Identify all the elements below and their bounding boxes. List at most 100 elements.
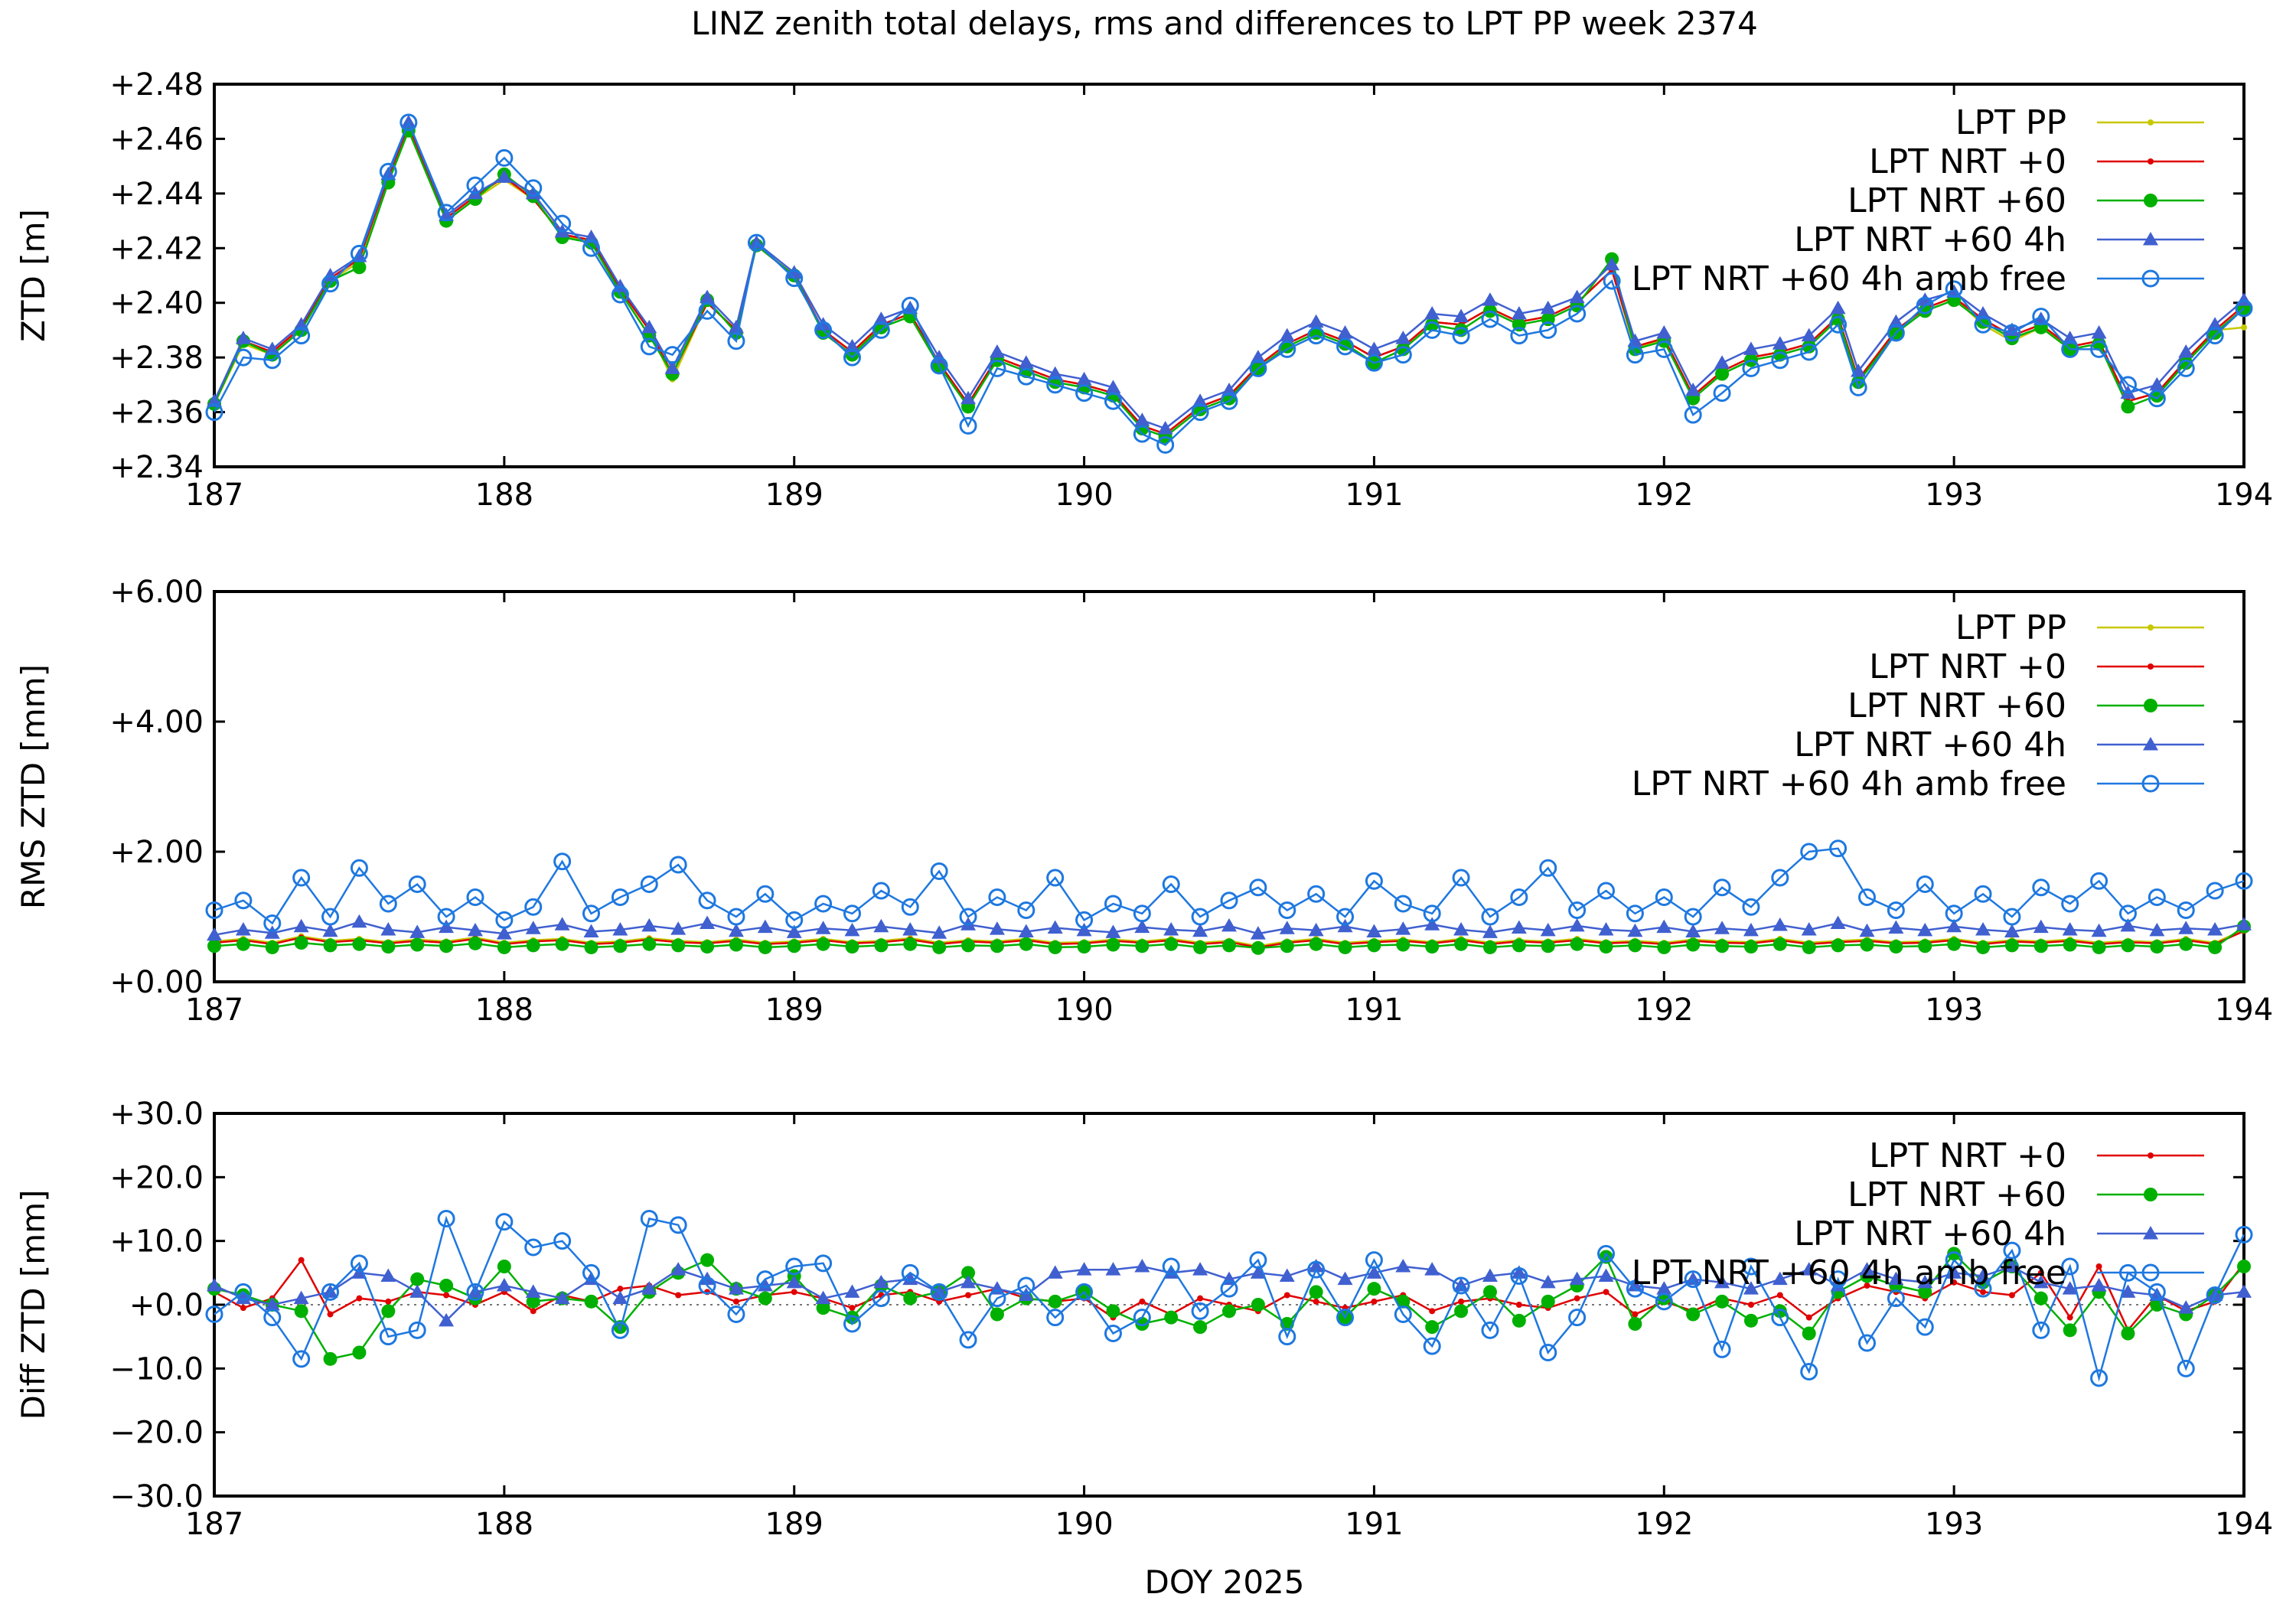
data-point [872, 882, 890, 900]
data-point [1685, 383, 1701, 396]
data-point [1849, 378, 1867, 396]
data-point [1308, 314, 1324, 328]
data-point [1338, 940, 1352, 954]
data-point [1220, 392, 1238, 410]
data-point [1772, 336, 1788, 350]
data-point [669, 1216, 687, 1234]
data-point [437, 204, 455, 222]
data-point [611, 285, 629, 304]
data-point [1337, 1271, 1353, 1286]
data-point [1713, 1340, 1731, 1358]
data-point [1308, 1259, 1324, 1273]
data-point [1481, 310, 1499, 328]
data-point [439, 939, 454, 953]
data-point [1974, 1279, 1992, 1298]
x-tick-label: 191 [1345, 478, 1403, 513]
data-point [1135, 939, 1150, 953]
data-point [2091, 325, 2107, 339]
data-point [1452, 327, 1470, 345]
data-point [1743, 922, 1759, 937]
data-point [553, 214, 572, 233]
data-point [1251, 1298, 1265, 1312]
legend-marker [2141, 774, 2160, 793]
legend-label: LPT NRT +60 [1848, 181, 2066, 220]
legend-label: LPT NRT +60 [1848, 686, 2066, 725]
data-point [1454, 1304, 1469, 1319]
data-point [2237, 1260, 2251, 1273]
data-point [844, 338, 860, 353]
y-tick-label: +0.00 [109, 965, 204, 1000]
data-point [1077, 940, 1091, 954]
data-point [2120, 1284, 2136, 1298]
data-point [901, 898, 919, 916]
data-point [466, 888, 484, 906]
data-point [640, 337, 658, 356]
data-point [2090, 340, 2108, 358]
data-point [785, 911, 804, 929]
data-point [1337, 325, 1353, 339]
data-point [1656, 919, 1672, 934]
data-point [2148, 888, 2166, 906]
data-point [1163, 1265, 1179, 1279]
data-point [265, 940, 279, 954]
data-point [525, 1284, 541, 1298]
data-point [408, 875, 426, 893]
data-point [583, 924, 599, 938]
data-point [1598, 922, 1614, 936]
data-point [2149, 376, 2165, 391]
data-point [728, 1281, 744, 1295]
data-point [1511, 1265, 1527, 1279]
data-point [2062, 1281, 2078, 1295]
data-point [263, 351, 282, 370]
data-point [641, 918, 657, 932]
data-point [1396, 1294, 1411, 1309]
data-point [554, 917, 570, 931]
data-point [1279, 328, 1295, 342]
data-point [903, 1291, 918, 1305]
data-point [1365, 354, 1383, 372]
data-point [1510, 1267, 1528, 1285]
data-point [2061, 340, 2079, 358]
y-tick-label: +2.00 [109, 835, 204, 870]
data-point [2033, 939, 2048, 953]
data-point [664, 346, 682, 364]
data-point [903, 937, 918, 951]
legend-marker [2143, 737, 2158, 751]
data-point [555, 937, 569, 951]
data-point [582, 239, 601, 257]
series-lpt-nrt-60-4h [207, 1259, 2252, 1327]
data-point [930, 1283, 948, 1301]
data-point [2090, 1369, 2108, 1387]
x-tick-label: 187 [185, 478, 243, 513]
chart-panel-2: 187 188 189 190 191 192 193 194 +0.00 +2.00 +4.00 +… [15, 575, 2273, 1028]
data-point [293, 918, 309, 933]
data-point [1686, 1307, 1701, 1322]
data-point [1569, 918, 1585, 932]
series-lpt-nrt-60-4h-amb-free [205, 1210, 2253, 1387]
data-point [1857, 888, 1876, 906]
data-point [1801, 922, 1817, 936]
data-point [1656, 325, 1672, 339]
y-tick-label: +2.48 [109, 67, 204, 103]
data-point [1280, 939, 1294, 953]
data-point [497, 1260, 511, 1273]
data-point [816, 1301, 830, 1315]
x-tick-label: 193 [1925, 1507, 1983, 1542]
data-point [1715, 1294, 1730, 1309]
data-point [960, 390, 977, 405]
data-point [844, 1284, 860, 1298]
data-point [1220, 892, 1238, 910]
data-point [524, 179, 543, 197]
data-point [931, 925, 947, 939]
y-tick-label: +2.38 [109, 341, 204, 376]
data-point [959, 1331, 977, 1349]
data-point [234, 348, 253, 367]
legend-marker [2148, 158, 2154, 165]
data-point [553, 852, 572, 871]
data-point [380, 922, 396, 936]
data-point [1714, 1274, 1730, 1289]
data-point [729, 937, 743, 952]
x-tick-label: 187 [185, 993, 243, 1028]
data-point [1917, 1274, 1933, 1289]
data-point [989, 921, 1005, 935]
